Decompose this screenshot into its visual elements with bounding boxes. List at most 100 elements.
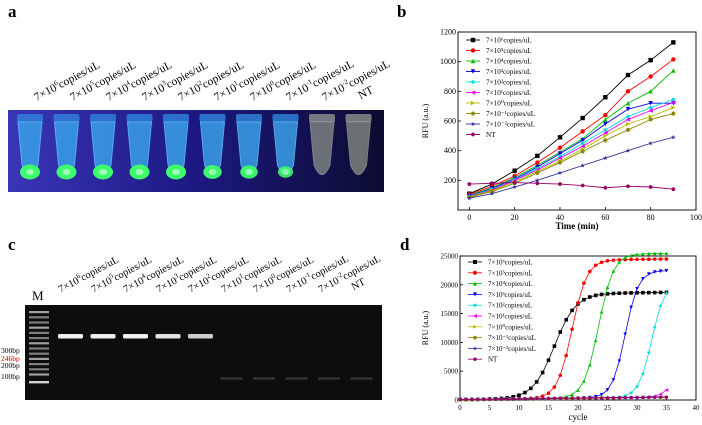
x-tick-label: 80 <box>647 213 655 222</box>
chart-d: 0 5 10 15 20 25 30 35 40 0 5000 10000 15000 20000 2500… <box>421 251 700 422</box>
data-point <box>499 397 504 401</box>
data-point <box>625 114 631 119</box>
x-tick-label: 0 <box>467 213 471 222</box>
x-tick-label: 0 <box>458 404 462 412</box>
gel-band-2 <box>123 334 148 339</box>
y-tick-label: 400 <box>444 146 456 155</box>
data-point <box>635 290 639 295</box>
data-point <box>557 135 563 140</box>
legend-label: NT <box>486 131 496 139</box>
gel-smear-5 <box>220 377 243 380</box>
legend-marker <box>473 335 477 340</box>
legend-marker <box>470 69 476 74</box>
ladder-band <box>29 316 49 319</box>
data-point <box>625 184 631 189</box>
ladder-band <box>29 352 49 355</box>
data-point <box>467 195 472 201</box>
data-point <box>647 350 651 355</box>
ladder-band <box>29 363 49 366</box>
data-point <box>576 396 580 400</box>
data-point <box>540 396 545 401</box>
data-point <box>588 295 592 299</box>
gel-band-1 <box>90 334 116 339</box>
y-tick-label: 800 <box>444 87 456 96</box>
ladder-band <box>29 326 49 329</box>
x-tick-label: 35 <box>663 404 671 412</box>
data-point <box>570 396 574 400</box>
gel-smear-7 <box>285 377 308 380</box>
data-point <box>652 270 657 274</box>
data-point <box>648 108 653 113</box>
data-point <box>671 68 676 73</box>
legend-label: 7×10⁰copies/uL <box>486 100 532 108</box>
data-point <box>658 395 663 399</box>
legend-marker <box>473 292 477 297</box>
legend-marker <box>473 260 477 264</box>
ladder-band <box>29 373 49 376</box>
tube-fluorescence-core <box>172 169 180 175</box>
data-point <box>652 257 657 261</box>
legend-label: 7×10¹copies/uL <box>488 313 532 321</box>
panel-label-c: c <box>8 235 16 254</box>
data-point <box>658 257 663 261</box>
y-tick-label: 15000 <box>441 310 459 318</box>
data-point <box>658 269 663 273</box>
bp-label-2: 200bp <box>1 361 20 370</box>
data-point <box>576 301 580 305</box>
ladder-band <box>29 311 49 314</box>
tube-cap <box>199 114 226 122</box>
data-point <box>564 396 568 400</box>
series-line <box>469 102 674 198</box>
data-point <box>523 390 527 395</box>
legend-marker <box>470 37 476 43</box>
tube-fluorescence-core <box>135 169 144 175</box>
x-tick-label: 10 <box>516 404 524 412</box>
y-tick-label: 25000 <box>441 253 459 261</box>
data-point <box>570 327 574 332</box>
data-point <box>493 397 498 401</box>
data-point <box>557 155 563 161</box>
x-tick-label: 25 <box>604 404 612 412</box>
tube-fluorescence-core <box>26 169 34 175</box>
legend-marker <box>470 90 476 95</box>
gel-smear-6 <box>253 377 275 380</box>
data-point <box>629 391 633 395</box>
tube-4 <box>163 114 189 180</box>
data-point <box>588 396 592 400</box>
data-point <box>511 397 515 401</box>
data-point <box>635 395 639 400</box>
data-point <box>671 134 676 140</box>
data-point <box>588 269 592 274</box>
data-point <box>505 397 509 401</box>
data-point <box>599 292 604 297</box>
data-point <box>603 121 608 127</box>
data-point <box>625 72 631 78</box>
legend-marker <box>470 79 476 85</box>
data-point <box>464 397 468 402</box>
series-b-8 <box>467 134 676 201</box>
data-point <box>582 379 586 383</box>
data-point <box>546 396 551 401</box>
y-tick-label: 600 <box>444 117 456 126</box>
data-point <box>470 397 474 401</box>
ladder-band <box>29 368 49 371</box>
tube-cap <box>17 114 43 122</box>
legend-marker <box>470 111 476 116</box>
x-tick-label: 5 <box>488 404 492 412</box>
data-point <box>535 177 540 183</box>
tube-photo-svg <box>8 110 384 192</box>
data-point <box>603 112 608 118</box>
data-point <box>652 395 657 399</box>
data-point <box>489 191 495 196</box>
data-point <box>535 171 540 175</box>
data-point <box>617 260 622 264</box>
data-point <box>557 170 563 175</box>
tube-1 <box>53 114 80 180</box>
data-point <box>625 127 631 132</box>
chart-b: 0 20 40 60 80 100 200 400 600 800 1000 1200 Time (mi… <box>421 28 702 231</box>
ladder-band <box>29 357 49 360</box>
data-point <box>603 155 608 161</box>
data-point <box>647 272 651 276</box>
series-line <box>469 107 674 198</box>
data-point <box>599 396 604 400</box>
